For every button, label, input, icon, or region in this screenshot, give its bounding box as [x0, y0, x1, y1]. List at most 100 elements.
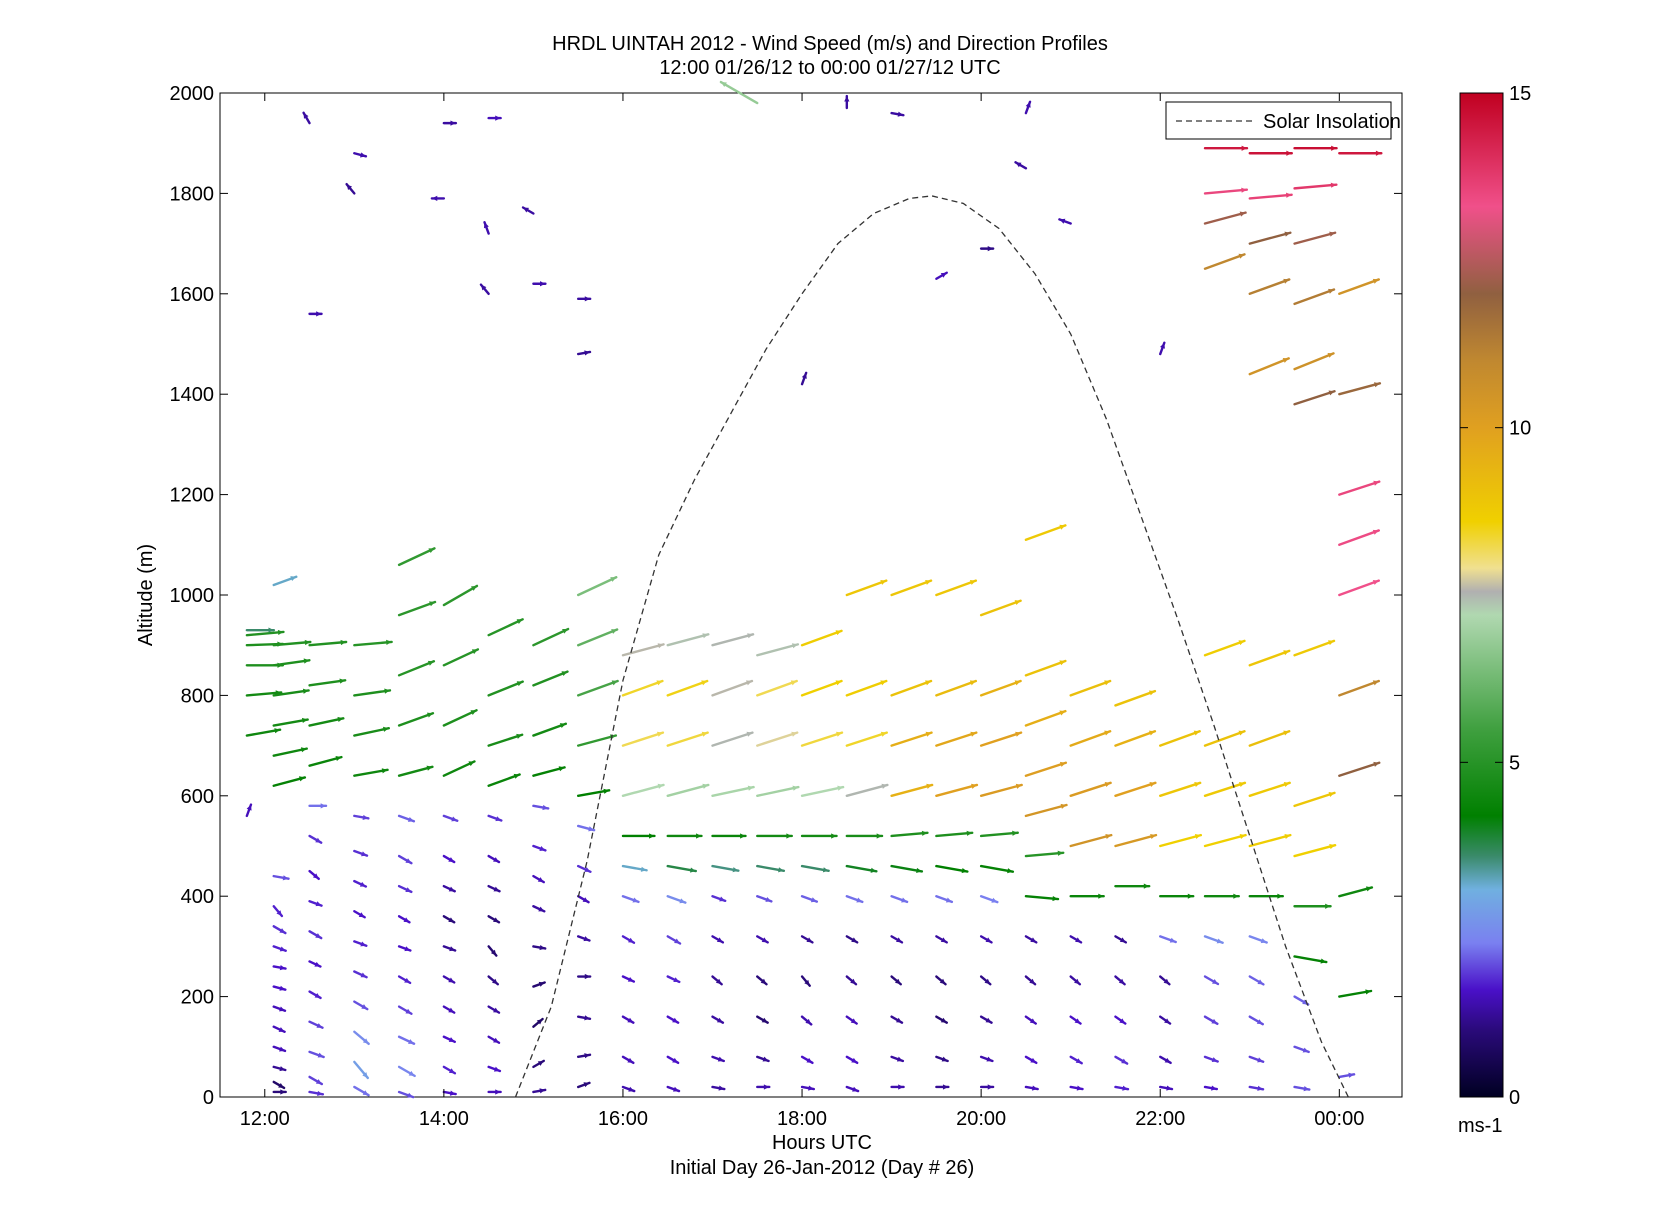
wind-arrow-head [315, 933, 322, 939]
wind-arrow-head [279, 965, 286, 971]
wind-arrow-head [1074, 978, 1080, 985]
wind-arrow-head [493, 1066, 500, 1072]
wind-arrow-head [837, 785, 844, 791]
wind-arrow-head [1149, 782, 1156, 787]
wind-arrow-head [335, 756, 342, 762]
wind-arrow-head [1119, 937, 1126, 943]
wind-arrow [1248, 833, 1292, 848]
wind-arrow-head [301, 717, 308, 724]
wind-arrow-head [966, 830, 973, 836]
wind-arrow-head [1075, 937, 1082, 943]
wind-arrow-head [808, 1085, 814, 1091]
wind-arrow [245, 691, 283, 697]
wind-arrow-head [1375, 150, 1382, 156]
wind-arrow-head [280, 1089, 286, 1095]
wind-arrow-head [610, 577, 617, 582]
x-axis-sublabel: Initial Day 26-Jan-2012 (Day # 26) [670, 1157, 975, 1179]
wind-arrow-head [925, 731, 932, 737]
wind-arrow-head [539, 944, 546, 951]
wind-arrow-head [673, 1086, 680, 1092]
wind-arrow-head [1169, 937, 1176, 943]
wind-arrow-head [468, 761, 475, 767]
wind-arrow [1159, 781, 1202, 797]
wind-arrow-head [747, 633, 754, 639]
wind-arrow [1248, 730, 1291, 747]
wind-arrow-head [961, 868, 968, 874]
y-axis-label: Altitude (m) [135, 544, 157, 646]
wind-arrow-head [1327, 352, 1334, 358]
wind-arrow-head [1059, 660, 1066, 666]
wind-arrow [353, 689, 392, 697]
wind-arrow [272, 689, 310, 697]
wind-arrow-head [627, 1017, 634, 1023]
wind-arrow-head [358, 912, 365, 918]
wind-arrow-head [1286, 192, 1292, 198]
wind-arrow-head [986, 1056, 993, 1062]
wind-arrow-head [1014, 600, 1021, 606]
wind-arrow [1069, 781, 1112, 797]
wind-arrow-head [1282, 357, 1289, 363]
wind-arrow-head [471, 649, 478, 655]
wind-arrow [1024, 803, 1068, 818]
wind-arrow [308, 679, 347, 687]
wind-arrow-head [1238, 730, 1245, 736]
wind-arrow-head [405, 858, 412, 864]
wind-arrow-head [1373, 761, 1380, 767]
wind-arrow-head [495, 1089, 501, 1095]
wind-arrow [1203, 188, 1249, 195]
wind-arrow-head [1328, 792, 1335, 798]
wind-arrow-head [407, 1092, 414, 1098]
wind-arrow-head [1164, 1018, 1171, 1024]
wind-arrow-head [656, 731, 663, 737]
wind-arrow-head [1373, 382, 1380, 388]
wind-arrow-head [632, 897, 639, 903]
wind-arrow [711, 731, 754, 747]
wind-arrow-head [539, 1088, 546, 1094]
colorbar-gradient [1459, 92, 1504, 1098]
wind-arrow-head [1233, 893, 1239, 899]
wind-arrow-head [876, 833, 883, 839]
wind-arrow [442, 584, 479, 607]
wind-arrow-head [516, 619, 523, 624]
wind-arrow-head [945, 897, 952, 903]
wind-arrow-head [470, 710, 477, 715]
wind-arrow [890, 579, 933, 597]
wind-arrow-head [279, 1006, 286, 1012]
wind-arrow-head [762, 1056, 769, 1062]
wind-arrow [756, 679, 798, 697]
wind-arrow-head [971, 783, 977, 789]
wind-arrow [487, 618, 524, 637]
wind-arrow-head [315, 837, 322, 843]
wind-arrow [442, 760, 476, 777]
colorbar-unit-base: ms-1 [1458, 1115, 1502, 1137]
wind-arrow [1114, 689, 1157, 707]
wind-arrow-head [584, 350, 590, 356]
legend-box [1165, 101, 1392, 140]
wind-arrow [935, 679, 978, 697]
wind-arrow-head [537, 1060, 544, 1066]
legend-label-solar: Solar Insolation [1263, 111, 1401, 133]
wind-arrow-head [279, 946, 286, 952]
wind-arrow [576, 576, 618, 597]
wind-arrow-head [300, 747, 307, 753]
wind-arrow [353, 768, 389, 777]
wind-arrow-head [408, 1039, 415, 1044]
wind-arrow-head [346, 184, 353, 191]
wind-arrow [979, 831, 1019, 838]
wind-arrow-head [792, 785, 799, 791]
wind-arrow-head [493, 1037, 500, 1043]
wind-arrow-head [925, 580, 932, 585]
wind-arrow-head [584, 1053, 590, 1059]
legend: Solar Insolation [1165, 101, 1401, 140]
wind-arrow-head [1060, 803, 1067, 809]
wind-arrow-head [778, 867, 784, 873]
wind-arrow-head [1059, 218, 1066, 224]
wind-arrow [1114, 730, 1157, 747]
wind-arrow-head [822, 867, 829, 873]
wind-arrow-head [1372, 529, 1379, 535]
wind-arrow [1293, 288, 1336, 306]
wind-arrow [397, 660, 436, 677]
wind-arrow-head [805, 1018, 812, 1025]
wind-arrow-head [537, 877, 544, 883]
wind-arrow-head [941, 1056, 948, 1062]
